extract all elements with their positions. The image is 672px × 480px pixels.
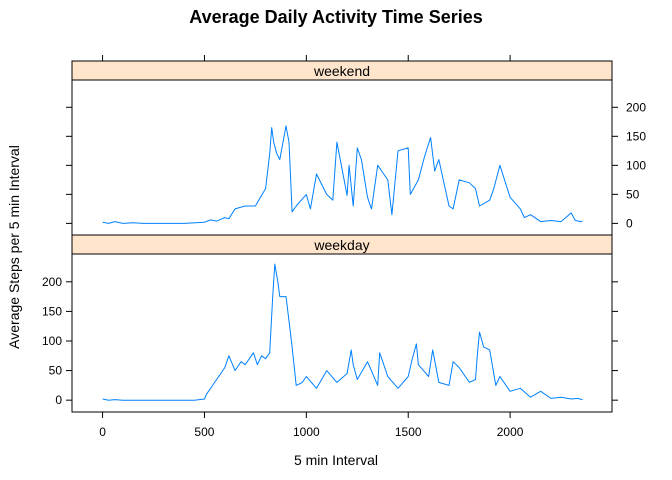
y-axis-label: Average Steps per 5 min Interval bbox=[6, 145, 22, 349]
panel-frame-weekend bbox=[71, 79, 613, 236]
x-tick-label: 2000 bbox=[497, 425, 524, 439]
y-tick-label-weekday: 50 bbox=[49, 364, 63, 378]
panel-frame-weekday bbox=[71, 253, 613, 413]
y-tick-label-weekday: 0 bbox=[55, 393, 62, 407]
x-tick-label: 0 bbox=[99, 425, 106, 439]
y-tick-label-weekend: 150 bbox=[626, 129, 646, 143]
y-tick-label-weekday: 200 bbox=[42, 275, 62, 289]
y-tick-label-weekday: 100 bbox=[42, 334, 62, 348]
x-axis-label: 5 min Interval bbox=[294, 452, 378, 468]
y-tick-label-weekend: 200 bbox=[626, 100, 646, 114]
x-tick-label: 500 bbox=[194, 425, 214, 439]
y-tick-label-weekend: 50 bbox=[626, 187, 640, 201]
panel-strip-label-weekday: weekday bbox=[313, 237, 369, 253]
x-tick-label: 1500 bbox=[395, 425, 422, 439]
y-tick-label-weekend: 100 bbox=[626, 158, 646, 172]
series-line-weekend bbox=[102, 125, 583, 224]
y-tick-label-weekday: 150 bbox=[42, 304, 62, 318]
chart-title: Average Daily Activity Time Series bbox=[189, 7, 482, 27]
series-line-weekday bbox=[102, 263, 583, 401]
y-tick-label-weekend: 0 bbox=[626, 216, 633, 230]
x-tick-label: 1000 bbox=[293, 425, 320, 439]
panel-strip-label-weekend: weekend bbox=[313, 63, 370, 79]
